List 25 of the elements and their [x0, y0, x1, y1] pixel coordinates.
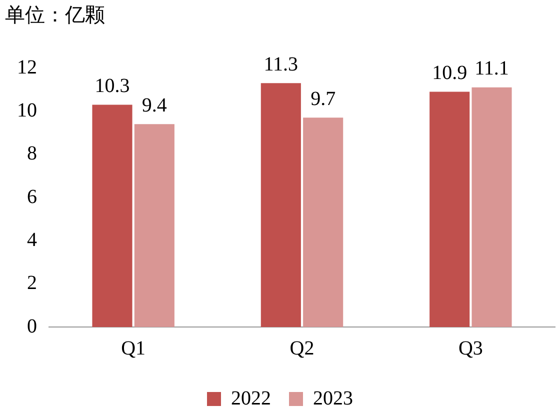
y-tick-label: 4	[27, 228, 37, 251]
y-tick-label: 6	[27, 186, 37, 208]
bar	[430, 92, 470, 327]
data-label: 9.4	[142, 94, 167, 116]
chart-title: 单位：亿颗	[5, 4, 105, 26]
y-tick-label: 8	[27, 142, 37, 165]
data-label: 11.3	[264, 53, 298, 76]
x-tick-label: Q2	[290, 337, 314, 360]
bar	[134, 124, 174, 327]
y-tick-label: 2	[27, 272, 37, 294]
data-label: 11.1	[474, 58, 509, 80]
bar	[303, 118, 344, 327]
y-tick-label: 0	[27, 315, 37, 338]
y-tick-label: 10	[17, 99, 37, 122]
data-label: 9.7	[310, 88, 336, 110]
y-tick-label: 12	[17, 56, 37, 78]
bar	[472, 87, 512, 327]
x-tick-label: Q1	[121, 337, 146, 360]
bar	[260, 83, 301, 327]
legend-label: 2023	[313, 387, 353, 410]
legend-label: 2022	[231, 387, 271, 410]
data-label: 10.3	[94, 74, 130, 97]
bar	[92, 104, 132, 327]
x-tick-label: Q3	[458, 337, 483, 360]
data-label: 10.9	[432, 62, 468, 84]
